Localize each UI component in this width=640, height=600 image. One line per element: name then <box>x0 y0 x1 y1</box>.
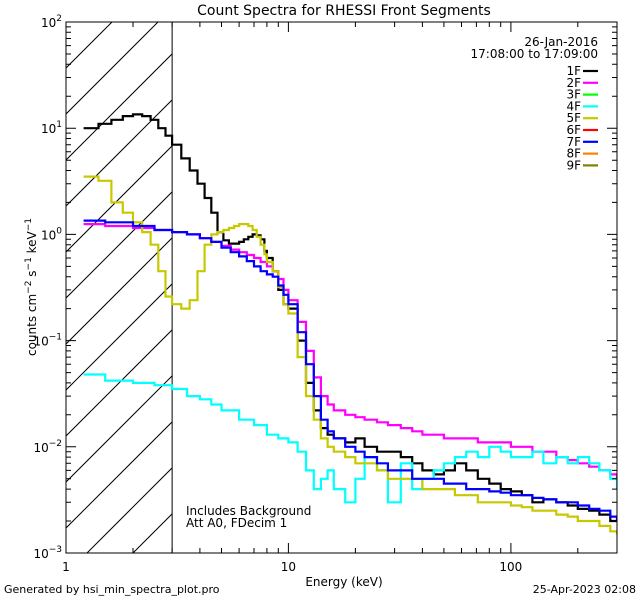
y-tick-exp: −1 <box>49 333 62 343</box>
y-tick-label: 100 <box>41 226 62 242</box>
legend-label: 6F <box>566 123 581 137</box>
axis-ticks <box>65 21 618 554</box>
y-tick-base: 10 <box>41 228 56 242</box>
y-tick-base: 10 <box>41 16 56 30</box>
legend-label: 3F <box>566 88 581 102</box>
y-label-exp: −1 <box>24 218 34 231</box>
y-label-part: s <box>25 270 39 280</box>
y-tick-base: 10 <box>33 335 48 349</box>
legend-label: 2F <box>566 76 581 90</box>
y-tick-base: 10 <box>33 441 48 455</box>
x-tick-labels: 1 10 100 <box>62 560 522 574</box>
x-tick-label: 10 <box>281 560 296 574</box>
footer-timestamp: 25-Apr-2023 02:08 <box>532 583 636 596</box>
series-group <box>83 113 617 535</box>
chart-title: Count Spectra for RHESSI Front Segments <box>197 3 491 19</box>
date-label: 26-Jan-2016 <box>524 35 598 49</box>
legend-label: 5F <box>566 111 581 125</box>
legend-label: 1F <box>566 64 581 78</box>
y-axis-label: counts cm−2 s−1 keV−1 <box>24 218 39 356</box>
y-tick-exp: −2 <box>49 439 62 449</box>
series-line-1F <box>83 113 617 523</box>
legend-label: 7F <box>566 135 581 149</box>
y-label-exp: −1 <box>24 257 34 270</box>
annotation-background: Includes Background <box>186 504 311 518</box>
series-line-4F <box>83 373 617 504</box>
x-tick-label: 100 <box>499 560 522 574</box>
y-label-part: counts cm <box>25 294 39 356</box>
y-tick-exp: 1 <box>56 120 62 130</box>
y-tick-label: 10−2 <box>33 439 62 455</box>
y-tick-label: 101 <box>41 120 62 136</box>
y-tick-base: 10 <box>33 547 48 561</box>
y-tick-exp: 0 <box>56 226 62 236</box>
shaded-region <box>66 22 173 553</box>
legend-label: 8F <box>566 147 581 161</box>
y-tick-label: 10−3 <box>33 545 62 561</box>
time-range-label: 17:08:00 to 17:09:00 <box>471 47 598 61</box>
x-tick-label: 1 <box>62 560 70 574</box>
y-label-part: keV <box>25 230 39 257</box>
y-tick-label: 102 <box>41 14 62 30</box>
tick-marks <box>65 21 618 554</box>
series-line-7F <box>83 219 617 521</box>
y-tick-exp: 2 <box>56 14 62 24</box>
plot-frame <box>65 21 618 554</box>
legend-label: 4F <box>566 99 581 113</box>
series-line-2F <box>83 223 617 479</box>
hatch-lines <box>66 22 173 553</box>
y-label-exp: −2 <box>24 281 34 294</box>
annotation-attenuator: Att A0, FDecim 1 <box>186 516 287 530</box>
y-tick-base: 10 <box>41 122 56 136</box>
y-tick-label: 10−1 <box>33 333 62 349</box>
legend-label: 9F <box>566 158 581 172</box>
footer-generated-by: Generated by hsi_min_spectra_plot.pro <box>4 583 220 596</box>
x-axis-label: Energy (keV) <box>305 575 382 589</box>
y-tick-exp: −3 <box>49 545 62 555</box>
